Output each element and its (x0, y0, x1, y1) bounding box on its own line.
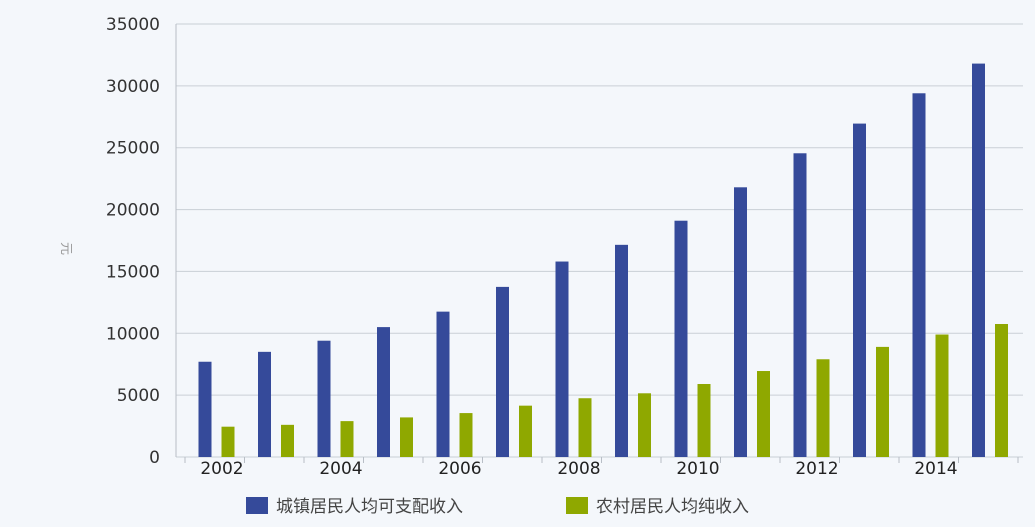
y-tick-label: 30000 (106, 77, 160, 97)
bar-urban-2005 (377, 327, 390, 457)
x-tick-label: 2008 (557, 459, 600, 479)
y-tick-label: 0 (149, 448, 160, 468)
bar-urban-2007 (496, 286, 509, 457)
x-tick-label: 2012 (795, 459, 838, 479)
legend-label: 农村居民人均纯收入 (596, 497, 749, 517)
bar-rural-2010 (697, 384, 711, 457)
bar-rural-2005 (400, 417, 413, 457)
bar-rural-2007 (519, 405, 532, 457)
bar-urban-2012 (793, 153, 807, 457)
x-tick-label: 2002 (200, 459, 243, 479)
bar-urban-2008 (555, 261, 569, 457)
legend-label: 城镇居民人均可支配收入 (276, 497, 463, 517)
legend-swatch (246, 497, 268, 514)
y-tick-label: 15000 (106, 262, 160, 282)
bar-rural-2006 (459, 413, 473, 457)
bar-rural-2003 (281, 424, 294, 457)
x-tick-label: 2014 (914, 459, 957, 479)
bar-urban-2015 (972, 63, 985, 458)
bar-urban-2014 (912, 93, 926, 457)
y-tick-label: 35000 (106, 15, 160, 35)
bar-urban-2002 (198, 361, 212, 457)
x-axis-ticks: 2002 2004 2006 2008 2010 2012 2014 (200, 459, 957, 479)
y-tick-label: 20000 (106, 201, 160, 221)
y-tick-label: 10000 (106, 324, 160, 344)
bar-urban-2006 (436, 311, 450, 457)
bar-urban-2010 (674, 220, 688, 457)
bar-rural-2009 (638, 393, 651, 457)
y-tick-label: 25000 (106, 139, 160, 159)
bars (198, 63, 1008, 458)
bar-rural-2004 (340, 421, 354, 457)
bar-rural-2008 (578, 398, 592, 457)
bar-urban-2013 (853, 123, 866, 457)
x-tick-label: 2006 (438, 459, 481, 479)
bar-urban-2003 (258, 351, 271, 457)
y-axis-label: 元 (58, 242, 73, 255)
bar-urban-2009 (615, 244, 628, 457)
bar-rural-2015 (995, 324, 1008, 457)
bar-rural-2014 (935, 334, 949, 457)
bar-rural-2011 (757, 371, 770, 457)
bar-urban-2004 (317, 340, 331, 457)
bar-urban-2011 (734, 187, 747, 457)
grid-lines (175, 23, 1023, 463)
bar-rural-2002 (221, 426, 235, 457)
legend: 城镇居民人均可支配收入 农村居民人均纯收入 (246, 497, 749, 517)
y-axis-ticks: 0 5000 10000 15000 20000 25000 30000 35000 (106, 15, 160, 468)
legend-swatch (566, 497, 588, 514)
y-tick-label: 5000 (117, 386, 160, 406)
x-tick-label: 2010 (676, 459, 719, 479)
bar-rural-2012 (816, 359, 830, 457)
bar-rural-2013 (876, 346, 889, 457)
x-tick-label: 2004 (319, 459, 362, 479)
